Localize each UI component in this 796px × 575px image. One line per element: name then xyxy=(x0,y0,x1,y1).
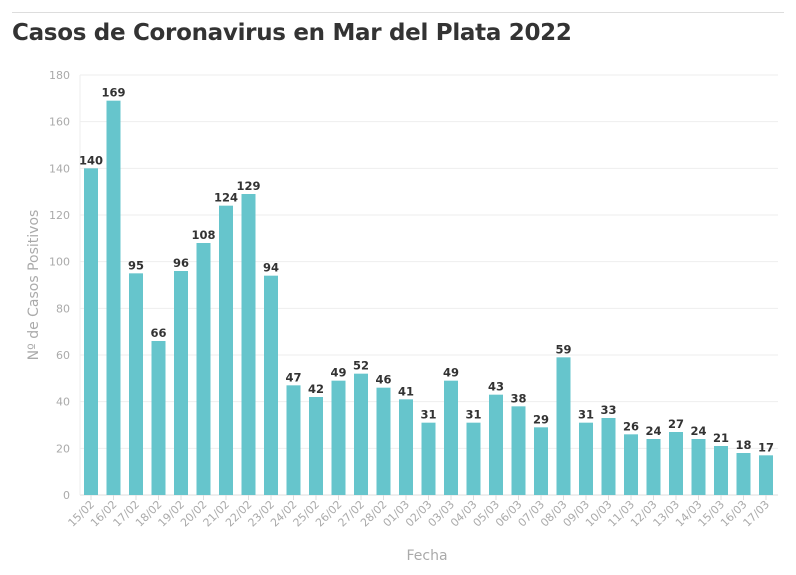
data-label: 94 xyxy=(263,261,279,275)
data-label: 129 xyxy=(236,179,260,193)
data-label: 49 xyxy=(443,366,459,380)
bar xyxy=(714,446,728,495)
data-label: 38 xyxy=(510,391,526,405)
bar xyxy=(129,273,143,495)
bar xyxy=(196,243,211,495)
data-label: 18 xyxy=(735,438,751,452)
bar xyxy=(286,385,301,495)
data-label: 52 xyxy=(353,359,369,373)
bar xyxy=(84,168,98,496)
y-tick-label: 20 xyxy=(56,442,70,455)
data-label: 26 xyxy=(623,419,639,433)
data-label: 49 xyxy=(330,366,346,380)
bar xyxy=(264,275,278,495)
bar xyxy=(444,380,458,495)
data-label: 59 xyxy=(555,342,571,356)
bar xyxy=(489,394,503,495)
data-label: 31 xyxy=(465,408,481,422)
data-label: 31 xyxy=(420,408,436,422)
data-label: 17 xyxy=(758,440,774,454)
bar xyxy=(354,373,368,495)
data-label: 29 xyxy=(533,412,549,426)
bar xyxy=(106,100,121,496)
chart-title: Casos de Coronavirus en Mar del Plata 20… xyxy=(12,20,572,46)
bar xyxy=(511,406,526,495)
bar xyxy=(309,397,323,495)
bar xyxy=(466,422,481,495)
bar xyxy=(624,434,638,495)
y-tick-label: 100 xyxy=(49,256,70,269)
bar xyxy=(669,432,683,495)
y-tick-label: 160 xyxy=(49,116,70,129)
y-tick-label: 40 xyxy=(56,396,70,409)
data-label: 140 xyxy=(79,153,103,167)
data-label: 24 xyxy=(645,424,661,438)
y-tick-label: 80 xyxy=(56,302,70,315)
data-label: 124 xyxy=(214,191,238,205)
bar xyxy=(241,194,256,495)
data-label: 41 xyxy=(398,384,414,398)
bar xyxy=(759,455,773,495)
y-tick-label: 60 xyxy=(56,349,70,362)
y-tick-label: 140 xyxy=(49,162,70,175)
data-label: 108 xyxy=(191,228,215,242)
y-tick-label: 120 xyxy=(49,209,70,222)
data-label: 46 xyxy=(375,373,391,387)
bar xyxy=(421,422,436,495)
data-label: 47 xyxy=(285,370,301,384)
bar xyxy=(601,418,616,495)
data-label: 96 xyxy=(173,256,189,270)
y-tick-label: 0 xyxy=(63,489,70,502)
data-label: 66 xyxy=(150,326,166,340)
data-label: 42 xyxy=(308,382,324,396)
bar xyxy=(691,439,706,495)
bar xyxy=(646,439,661,495)
bar xyxy=(534,427,548,495)
bar xyxy=(219,205,233,495)
bar xyxy=(376,387,391,495)
bar xyxy=(579,422,593,495)
bar xyxy=(151,341,166,495)
y-tick-label: 180 xyxy=(49,69,70,82)
x-tick-label: 17/03 xyxy=(741,498,773,530)
data-label: 31 xyxy=(578,408,594,422)
data-label: 43 xyxy=(488,380,504,394)
bar xyxy=(331,380,346,495)
y-axis-title: Nº de Casos Positivos xyxy=(26,210,42,361)
data-label: 95 xyxy=(128,258,144,272)
top-divider xyxy=(12,12,784,13)
bar xyxy=(174,271,188,495)
bar xyxy=(556,357,571,495)
data-label: 33 xyxy=(600,403,616,417)
data-label: 27 xyxy=(668,417,684,431)
bar xyxy=(736,453,751,495)
data-label: 24 xyxy=(690,424,706,438)
x-axis-title: Fecha xyxy=(406,548,447,564)
data-label: 169 xyxy=(101,86,125,100)
bar xyxy=(399,399,413,495)
data-label: 21 xyxy=(713,431,729,445)
